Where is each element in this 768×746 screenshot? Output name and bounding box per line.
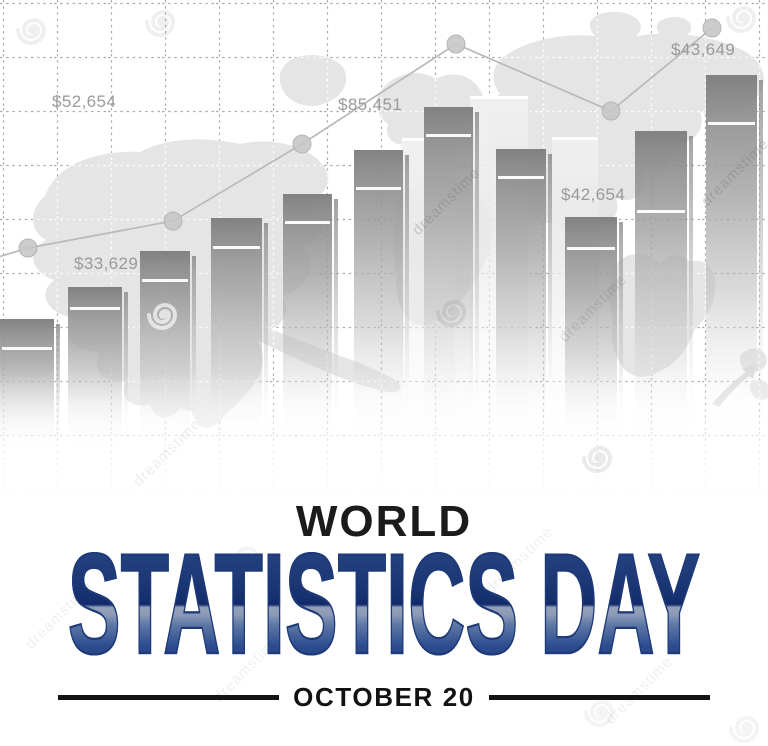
bar-side-strip	[405, 155, 409, 455]
bar-side-strip	[192, 256, 196, 455]
watermark-text: dreamstime	[21, 578, 97, 653]
watermark-spiral-icon	[229, 546, 260, 573]
bar-highlight-line	[356, 187, 401, 190]
trend-marker	[601, 101, 621, 121]
title-main: STATISTICS DAY	[67, 525, 701, 684]
bar-highlight-line	[498, 176, 544, 179]
bar-highlight-line	[708, 122, 755, 125]
bottom-white-fade	[0, 372, 768, 530]
trend-marker	[292, 134, 312, 154]
bar-side-strip	[264, 223, 268, 455]
watermark-text: dreamstime	[601, 653, 677, 728]
date-row: OCTOBER 20	[0, 684, 768, 710]
spiral-path	[729, 716, 760, 743]
bar-highlight-line	[142, 279, 188, 282]
bar-highlight-line	[285, 221, 330, 224]
background-chart	[0, 0, 768, 530]
watermark-spiral-icon	[729, 716, 760, 743]
bar-highlight-line	[637, 210, 685, 213]
spiral-path	[584, 700, 615, 727]
spiral-path	[229, 546, 260, 573]
watermark-text: dreamstime	[209, 631, 285, 706]
pale-bar-highlight	[552, 137, 598, 140]
trend-marker	[163, 211, 183, 231]
bar-highlight-line	[70, 307, 120, 310]
bar-side-strip	[334, 199, 338, 455]
bar-highlight-line	[426, 134, 471, 137]
title-date: OCTOBER 20	[293, 682, 475, 712]
pale-bar-highlight	[470, 96, 528, 99]
bar-highlight-line	[213, 246, 260, 249]
trend-marker	[702, 18, 722, 38]
bar-highlight-line	[567, 247, 615, 250]
left-rule	[58, 694, 280, 700]
trend-marker	[446, 34, 466, 54]
watermark-spiral-icon	[584, 700, 615, 727]
bar-side-strip	[475, 112, 479, 455]
trend-marker	[18, 238, 38, 258]
bar-side-strip	[689, 136, 693, 455]
bar-highlight-line	[2, 347, 52, 350]
bar-side-strip	[619, 222, 623, 455]
right-rule	[488, 694, 710, 700]
bar-side-strip	[548, 154, 552, 455]
bar-side-strip	[759, 80, 763, 455]
watermark-text: dreamstime	[481, 523, 557, 598]
